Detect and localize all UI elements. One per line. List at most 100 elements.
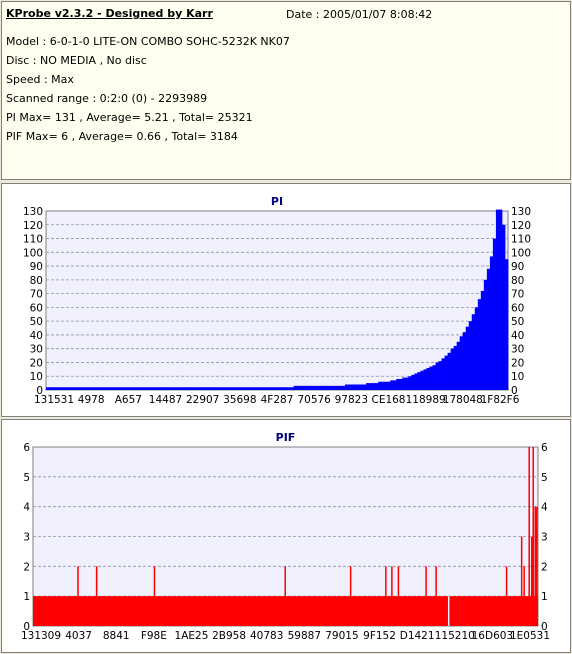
pi-bar	[326, 385, 331, 390]
pi-bar	[486, 268, 491, 390]
x-tick: 178048	[443, 394, 483, 406]
pi-bar	[145, 387, 150, 390]
y-tick-right: 90	[511, 261, 524, 273]
pi-bar	[142, 387, 147, 390]
pif-spike	[505, 566, 508, 626]
x-tick: 14487	[149, 394, 182, 406]
pi-bar	[396, 378, 400, 390]
pi-bar	[121, 387, 125, 390]
pif-spike	[95, 566, 98, 626]
pi-bar	[200, 387, 204, 390]
x-tick: F98E	[141, 630, 167, 642]
pi-bar	[85, 387, 89, 390]
pi-bar	[212, 387, 216, 390]
y-tick-right: 70	[511, 289, 524, 301]
range-line: Scanned range : 0:2:0 (0) - 2293989	[6, 92, 208, 105]
pi-bar	[360, 384, 364, 390]
pi-bar	[94, 387, 98, 390]
x-tick: 8841	[103, 630, 130, 642]
y-tick-right: 3	[541, 532, 548, 544]
pi-bar	[347, 384, 352, 390]
pi-chart-panel: PI 0 0 10 10 20 20 30 30 40 40 50 50 60 60 70 70 80 80 90 90…	[1, 183, 571, 417]
pi-bar	[203, 387, 207, 390]
x-tick: 70576	[297, 394, 331, 406]
pi-bar	[278, 387, 282, 390]
y-tick-right: 0	[541, 621, 548, 633]
y-tick-right: 6	[541, 442, 548, 454]
y-tick-left: 2	[23, 561, 30, 573]
speed-line: Speed : Max	[6, 73, 74, 86]
pi-bar	[296, 385, 301, 390]
pi-bar	[483, 279, 488, 390]
pi-bar	[178, 387, 183, 390]
pi-bar	[251, 387, 255, 390]
pi-bar	[354, 384, 358, 390]
pi-bar	[236, 387, 240, 390]
pi-bar	[341, 385, 346, 390]
pi-bar	[133, 387, 137, 390]
pi-bar	[492, 238, 497, 390]
pif-spike	[284, 566, 286, 626]
pi-bar	[414, 373, 418, 390]
pif-summary-line: PIF Max= 6 , Average= 0.66 , Total= 3184	[6, 130, 238, 143]
x-tick: D1421	[400, 630, 435, 642]
y-tick-right: 60	[511, 302, 524, 314]
pif-spike	[77, 566, 79, 626]
pi-bar	[196, 387, 201, 390]
x-tick: 16D603	[472, 630, 514, 642]
pi-bar	[372, 383, 376, 390]
x-tick: 1F82F6	[481, 394, 520, 406]
y-tick-right: 10	[511, 371, 524, 383]
pif-spike	[397, 566, 400, 626]
y-tick-left: 3	[23, 532, 30, 544]
pi-bar	[181, 387, 186, 390]
x-tick: 97823	[335, 394, 368, 406]
x-tick: 4F287	[261, 394, 294, 406]
y-tick-left: 0	[23, 621, 30, 633]
pi-bar	[390, 380, 394, 390]
y-tick-right: 80	[511, 275, 524, 287]
pi-bar	[323, 385, 328, 390]
pi-bar	[317, 385, 322, 390]
pi-bar	[426, 367, 430, 390]
pi-bar	[67, 387, 71, 390]
pi-bar	[281, 387, 285, 390]
pi-bar	[49, 387, 53, 390]
y-tick-left: 10	[30, 371, 43, 383]
pi-bar	[366, 383, 370, 390]
pi-bar	[311, 385, 316, 390]
pi-bar	[163, 387, 168, 390]
y-tick-right: 5	[541, 472, 548, 484]
pi-bar	[269, 387, 273, 390]
pi-bar	[112, 387, 116, 390]
pi-bar	[175, 387, 180, 390]
pi-bar	[76, 387, 80, 390]
x-tick: CE168	[371, 394, 405, 406]
x-tick: 9F152	[363, 630, 396, 642]
x-tick: 1E0531	[510, 630, 550, 642]
pif-gap	[447, 596, 450, 626]
y-tick-left: 4	[23, 502, 30, 514]
pif-spike	[349, 566, 352, 626]
y-tick-right: 2	[541, 561, 548, 573]
pi-bar	[375, 383, 379, 390]
pi-bar	[190, 387, 195, 390]
pif-spike	[523, 566, 525, 626]
pi-bar	[230, 387, 234, 390]
y-tick-right: 130	[511, 206, 531, 218]
y-tick-left: 130	[23, 206, 43, 218]
pi-bar	[272, 387, 276, 390]
y-tick-left: 6	[23, 442, 30, 454]
pi-bar	[308, 385, 313, 390]
x-tick: 2B958	[212, 630, 246, 642]
y-tick-right: 120	[511, 220, 531, 232]
pif-spike	[520, 536, 523, 626]
y-tick-right: 110	[511, 234, 531, 246]
pi-bar	[468, 321, 473, 390]
pi-bar	[257, 387, 261, 390]
pif-chart: PIF 0 0 1 1 2 2 3 3 4 4 5 5 6 6 131309 4037 8841 F98E 1AE25…	[21, 431, 550, 642]
pi-bar	[115, 387, 119, 390]
pi-bar	[350, 384, 355, 390]
pi-bar	[363, 384, 367, 390]
y-tick-right: 30	[511, 344, 524, 356]
